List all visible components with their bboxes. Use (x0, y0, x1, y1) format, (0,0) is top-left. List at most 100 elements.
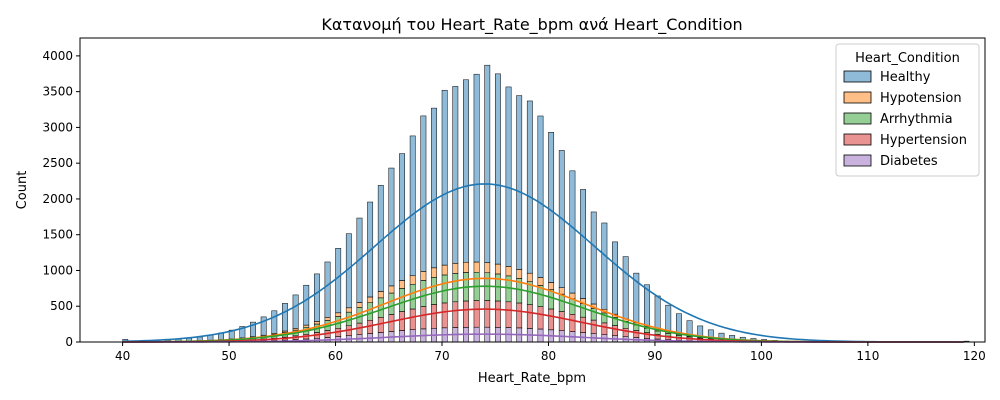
bar (271, 310, 278, 334)
bar (356, 307, 363, 324)
bar (697, 325, 704, 338)
bar (452, 86, 459, 264)
bar (601, 322, 608, 335)
bar (622, 256, 629, 319)
y-axis: 0 500 1000 1500 2000 2500 3000 3500 4000 (42, 49, 80, 349)
bar (548, 132, 555, 283)
bar (463, 300, 469, 328)
bar (569, 314, 576, 332)
bar (537, 115, 544, 278)
series-arrhythmia (122, 272, 799, 343)
bar (463, 79, 469, 263)
bar (654, 330, 661, 335)
y-tick-label: 3500 (42, 85, 73, 99)
bar (569, 298, 576, 315)
bar (388, 292, 395, 315)
y-axis-label: Count (15, 171, 30, 210)
x-tick-label: 70 (434, 349, 449, 363)
bar (558, 293, 565, 312)
bar (313, 321, 320, 325)
bar (420, 306, 427, 330)
bar (473, 300, 480, 328)
bar (569, 170, 576, 294)
y-tick-label: 2500 (42, 156, 73, 170)
bar (239, 326, 246, 339)
bar (548, 282, 555, 290)
bar (494, 263, 501, 275)
y-tick-label: 2000 (42, 192, 73, 206)
x-tick-label: 90 (647, 349, 662, 363)
bar (409, 308, 416, 330)
bar (409, 135, 416, 277)
legend-label: Hypertension (880, 133, 967, 148)
bar (313, 273, 320, 322)
bar (367, 302, 374, 321)
bar (303, 324, 310, 328)
x-tick-label: 50 (221, 349, 236, 363)
bar (622, 328, 629, 337)
bar (484, 64, 491, 263)
y-tick-label: 1000 (42, 263, 73, 277)
bar (516, 269, 523, 279)
bar (590, 211, 597, 305)
kde-line-healthy (122, 183, 964, 343)
x-axis-label: Heart_Rate_bpm (478, 371, 586, 386)
bar (420, 280, 427, 307)
x-tick-label: 80 (541, 349, 556, 363)
bar (665, 333, 672, 337)
legend-label: Diabetes (880, 154, 938, 169)
bar (388, 167, 395, 287)
bar (494, 73, 501, 265)
bar (654, 295, 661, 330)
bar (558, 311, 565, 331)
bar (526, 272, 533, 282)
x-tick-label: 110 (856, 349, 879, 363)
bar (580, 303, 586, 318)
bar (399, 280, 405, 289)
bar (431, 267, 437, 278)
bar (580, 316, 586, 333)
legend-swatch (843, 154, 872, 167)
legend-swatch (843, 112, 872, 125)
legend: Heart_Condition Healthy Hypotension Arrhyth… (835, 43, 980, 177)
series-healthy (122, 64, 970, 343)
bar (473, 261, 480, 273)
y-tick-label: 3000 (42, 120, 73, 134)
bar (473, 73, 480, 263)
bar (377, 291, 384, 299)
bar (665, 304, 672, 333)
bar (345, 307, 352, 313)
bar (452, 301, 459, 328)
x-tick-label: 120 (963, 349, 986, 363)
bar (537, 306, 544, 330)
legend-swatch (843, 133, 872, 146)
bar (484, 262, 491, 274)
chart-title: Κατανομή του Heart_Rate_bpm ανά Heart_Co… (321, 15, 742, 35)
bar (441, 302, 448, 329)
bar (420, 271, 427, 281)
bar (505, 266, 512, 277)
legend-swatch (843, 91, 872, 104)
legend-box (835, 43, 980, 177)
bar (399, 288, 405, 312)
bar (484, 300, 491, 328)
bar (420, 115, 427, 272)
bar (441, 264, 448, 276)
y-tick-label: 1500 (42, 228, 73, 242)
bar (537, 277, 544, 286)
bar (377, 317, 384, 333)
bar (463, 261, 469, 273)
x-axis: 40 50 60 70 80 90 100 110 120 (115, 342, 986, 363)
bar (675, 313, 682, 335)
legend-title: Heart_Condition (855, 51, 960, 66)
bar (441, 274, 448, 304)
plot-area (122, 64, 970, 343)
bar (601, 222, 608, 310)
bar (260, 316, 267, 336)
bar (526, 304, 533, 329)
legend-label: Healthy (880, 70, 931, 85)
bar (558, 287, 565, 295)
x-tick-label: 40 (115, 349, 130, 363)
bar (324, 261, 331, 318)
bar (516, 302, 523, 329)
